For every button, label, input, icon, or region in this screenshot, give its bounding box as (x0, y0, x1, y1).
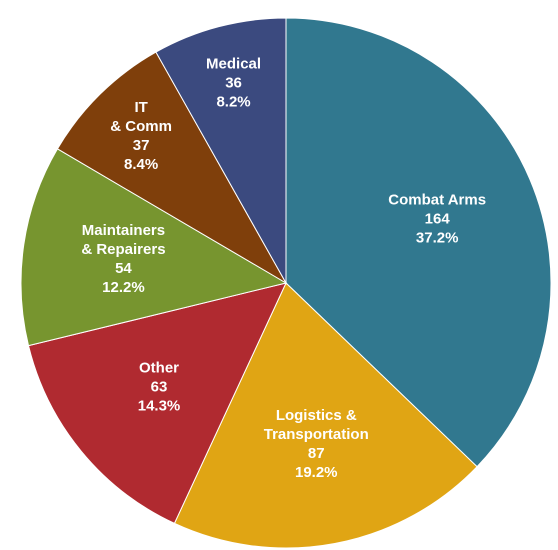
category-label: Other (139, 359, 180, 377)
slice-label: Logistics & Transportation 87 19.2% (264, 406, 369, 482)
pie-slice (56, 51, 288, 285)
slice-label: Maintainers & Repairers 54 12.2% (81, 221, 165, 297)
percent-label: 14.3% (137, 397, 181, 415)
slice-label: Medical 36 8.2% (206, 55, 261, 112)
value-label: 54 (115, 260, 132, 278)
category-label: IT & Comm (110, 98, 172, 135)
percent-label: 8.4% (124, 155, 159, 173)
pie-slice (155, 17, 287, 285)
percent-label: 19.2% (294, 464, 338, 482)
pie-slice (285, 17, 552, 468)
pie-slice (27, 282, 287, 525)
pie-slice (20, 148, 288, 347)
value-label: 164 (424, 210, 450, 228)
pie-slice (173, 282, 478, 549)
percent-label: 37.2% (415, 229, 459, 247)
category-label: Medical (206, 55, 262, 73)
value-label: 87 (307, 445, 325, 463)
slice-label: Other 63 14.3% (138, 359, 181, 416)
percent-label: 12.2% (102, 279, 145, 297)
category-label: Maintainers & Repairers (81, 222, 166, 259)
category-label: Logistics & Transportation (263, 407, 369, 444)
value-label: 37 (132, 136, 150, 154)
slice-label: Combat Arms 164 37.2% (388, 190, 486, 247)
value-label: 63 (150, 378, 168, 396)
value-label: 36 (225, 74, 242, 92)
slice-label: IT & Comm 37 8.4% (110, 98, 172, 174)
category-label: Combat Arms (388, 191, 487, 209)
percent-label: 8.2% (216, 93, 251, 111)
